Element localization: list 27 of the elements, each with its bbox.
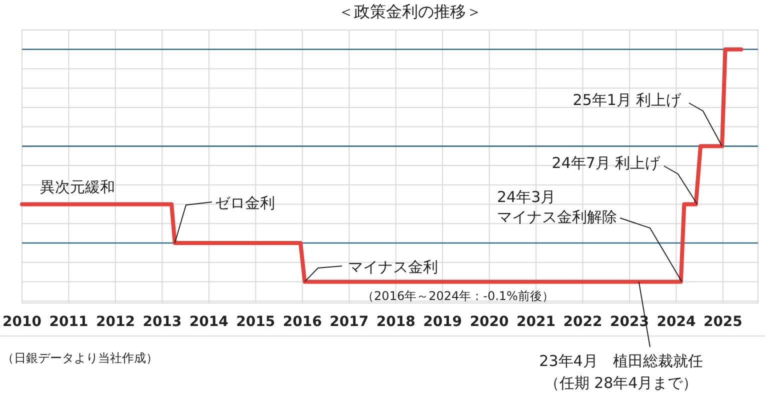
- chart-title: ＜政策金利の推移＞: [338, 2, 482, 21]
- annotation: 23年4月 植田総裁就任: [539, 352, 703, 370]
- annotation: 24年3月: [497, 188, 556, 206]
- x-tick-label: 2011: [49, 314, 88, 330]
- x-tick-label: 2020: [470, 314, 510, 330]
- x-tick-label: 2019: [423, 314, 462, 330]
- x-tick-label: 2025: [703, 314, 742, 330]
- x-tick-label: 2017: [330, 314, 369, 330]
- annotation: 25年1月 利上げ: [572, 91, 682, 109]
- annotation: ゼロ金利: [215, 194, 275, 212]
- annotation: マイナス金利解除: [497, 208, 617, 226]
- annotation: 24年7月 利上げ: [552, 154, 662, 172]
- x-tick-label: 2024: [656, 314, 696, 330]
- x-tick-label: 2012: [96, 314, 135, 330]
- x-tick-label: 2014: [189, 314, 229, 330]
- text: （任期 28年4月まで）: [544, 374, 698, 392]
- x-tick-label: 2010: [2, 314, 42, 330]
- x-tick-label: 2015: [236, 314, 276, 330]
- text: （日銀データより当社作成）: [2, 351, 158, 365]
- annotation: 異次元緩和: [40, 178, 115, 196]
- text: （2016年～2024年：-0.1%前後）: [362, 289, 554, 303]
- x-tick-label: 2018: [376, 314, 416, 330]
- x-tick-label: 2013: [142, 314, 182, 330]
- annotation: マイナス金利: [348, 258, 438, 276]
- x-tick-label: 2022: [563, 314, 602, 330]
- x-tick-label: 2021: [516, 314, 556, 330]
- x-tick-label: 2016: [282, 314, 322, 330]
